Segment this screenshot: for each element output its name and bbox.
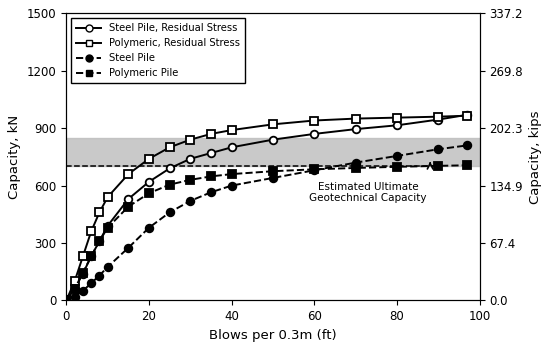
Polymeric, Residual Stress [96,210,103,215]
Steel Pile [125,246,131,250]
Steel Pile, Residual Stress [464,113,471,117]
Steel Pile, Residual Stress [353,127,359,131]
Steel Pile [208,190,214,194]
Polymeric, Residual Stress [270,122,276,126]
Steel Pile, Residual Stress [125,197,131,201]
Steel Pile, Residual Stress [96,239,103,243]
Steel Pile [435,147,442,151]
Steel Pile [270,176,276,180]
Steel Pile, Residual Stress [187,157,194,161]
Polymeric, Residual Stress [104,195,111,199]
Steel Pile [104,265,111,269]
Polymeric Pile [208,174,214,179]
Steel Pile, Residual Stress [394,123,400,127]
Polymeric, Residual Stress [394,116,400,120]
Steel Pile, Residual Stress [228,145,235,149]
Legend: Steel Pile, Residual Stress, Polymeric, Residual Stress, Steel Pile, Polymeric P: Steel Pile, Residual Stress, Polymeric, … [72,18,245,83]
Line: Polymeric, Residual Stress: Polymeric, Residual Stress [63,112,471,304]
Polymeric Pile [125,204,131,209]
Polymeric Pile [88,254,95,258]
Steel Pile [353,161,359,165]
Bar [67,138,480,167]
Polymeric Pile [311,167,318,172]
Steel Pile [311,168,318,172]
Polymeric Pile [187,178,194,182]
Steel Pile [167,210,173,215]
Steel Pile, Residual Stress [311,132,318,136]
Polymeric, Residual Stress [464,114,471,118]
Steel Pile [96,273,103,278]
Y-axis label: Capacity, kN: Capacity, kN [8,115,21,199]
Polymeric, Residual Stress [146,157,152,161]
Polymeric, Residual Stress [208,132,214,136]
Polymeric, Residual Stress [125,172,131,176]
Polymeric Pile [104,225,111,230]
Polymeric, Residual Stress [72,279,78,284]
Polymeric Pile [464,163,471,167]
Steel Pile [394,154,400,158]
Y-axis label: Capacity, kips: Capacity, kips [529,110,542,204]
Polymeric, Residual Stress [228,128,235,132]
Steel Pile [228,183,235,188]
Steel Pile, Residual Stress [72,287,78,291]
Steel Pile [63,298,70,302]
Polymeric, Residual Stress [80,254,86,258]
Steel Pile [88,281,95,285]
Polymeric Pile [270,169,276,173]
Polymeric Pile [63,298,70,302]
Polymeric Pile [72,287,78,291]
Steel Pile, Residual Stress [104,224,111,228]
Polymeric, Residual Stress [167,145,173,149]
X-axis label: Blows per 0.3m (ft): Blows per 0.3m (ft) [209,329,337,342]
Polymeric Pile [228,172,235,176]
Polymeric, Residual Stress [311,118,318,122]
Steel Pile [464,143,471,147]
Steel Pile, Residual Stress [80,272,86,276]
Polymeric Pile [353,166,359,170]
Steel Pile [146,225,152,230]
Steel Pile, Residual Stress [435,118,442,122]
Polymeric, Residual Stress [63,298,70,302]
Polymeric Pile [167,182,173,187]
Polymeric Pile [96,239,103,243]
Text: Estimated Ultimate
Geotechnical Capacity: Estimated Ultimate Geotechnical Capacity [310,182,427,203]
Steel Pile [80,289,86,293]
Polymeric, Residual Stress [187,138,194,142]
Steel Pile [187,199,194,203]
Line: Polymeric Pile: Polymeric Pile [63,161,471,304]
Line: Steel Pile, Residual Stress: Steel Pile, Residual Stress [63,111,471,304]
Polymeric Pile [435,164,442,168]
Steel Pile [72,294,78,299]
Polymeric Pile [80,271,86,275]
Steel Pile, Residual Stress [63,298,70,302]
Steel Pile, Residual Stress [88,254,95,258]
Steel Pile, Residual Stress [270,138,276,142]
Polymeric, Residual Stress [353,117,359,121]
Polymeric, Residual Stress [435,114,442,119]
Polymeric Pile [146,191,152,195]
Line: Steel Pile: Steel Pile [63,141,471,304]
Steel Pile, Residual Stress [146,180,152,184]
Polymeric, Residual Stress [88,229,95,233]
Polymeric Pile [394,165,400,169]
Steel Pile, Residual Stress [208,151,214,155]
Steel Pile, Residual Stress [167,166,173,170]
